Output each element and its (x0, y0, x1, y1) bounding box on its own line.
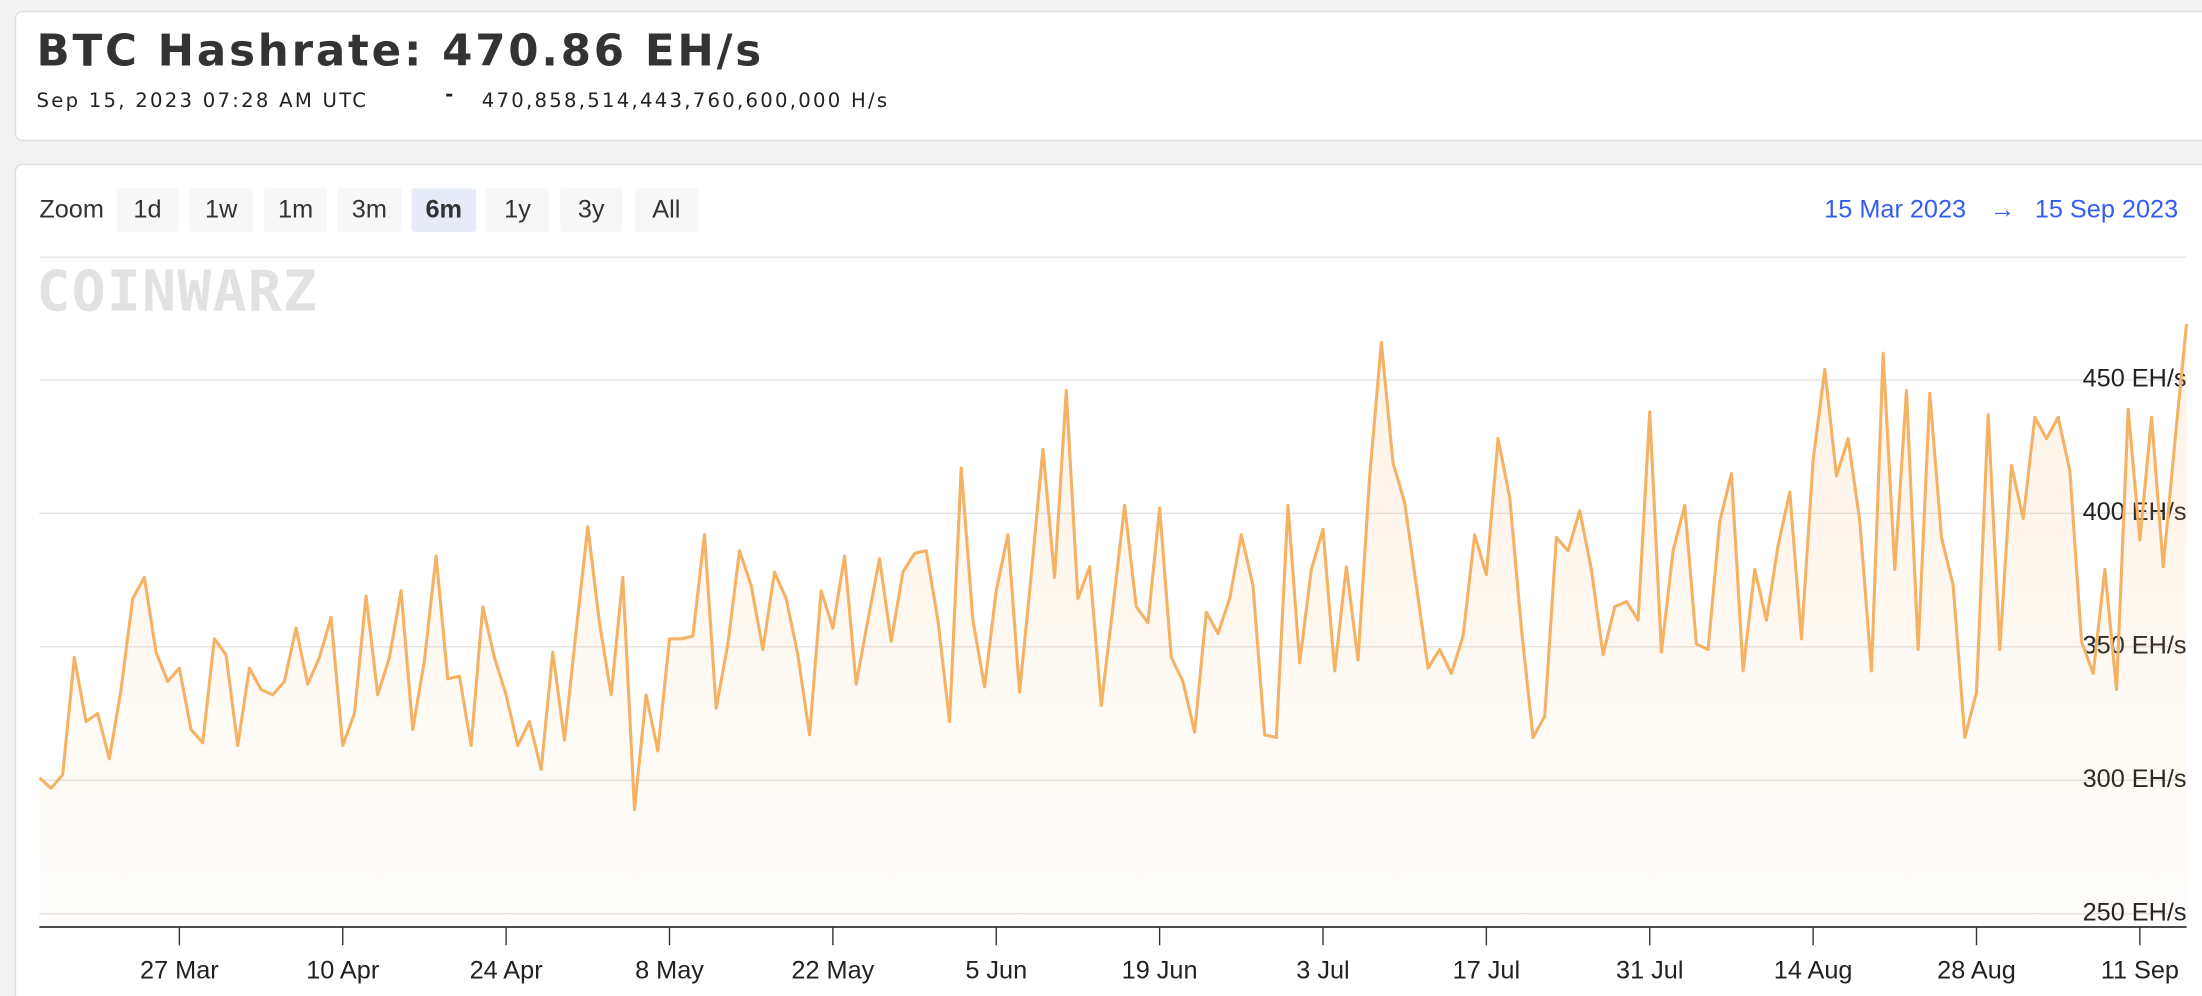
zoom-button[interactable] (411, 188, 477, 232)
x-tick-label: 19 Jun (1122, 957, 1198, 985)
plot: 250 EH/s300 EH/s350 EH/s400 EH/s450 EH/s… (39, 323, 2188, 985)
range-to[interactable]: 15 Sep 2023 (2035, 195, 2178, 223)
zoom-button-label[interactable]: 1d (133, 195, 161, 223)
zoom-button-label[interactable]: All (652, 195, 680, 223)
zoom-button[interactable] (560, 188, 623, 232)
x-tick-label: 22 May (791, 957, 874, 985)
x-tick-label: 31 Jul (1616, 957, 1683, 985)
range-from[interactable]: 15 Mar 2023 (1824, 195, 1966, 223)
zoom-button[interactable] (634, 188, 698, 232)
header-title: BTC Hashrate: 470.86 EH/s (37, 27, 765, 77)
zoom-button[interactable] (116, 188, 179, 232)
range-arrow: → (1990, 195, 2015, 223)
x-tick-label: 14 Aug (1774, 957, 1853, 985)
zoom-button-label[interactable]: 3y (578, 195, 605, 223)
zoom-button-label[interactable]: 1y (504, 195, 531, 223)
header-card (14, 10, 2202, 142)
x-tick-label: 24 Apr (470, 957, 543, 985)
zoom-button[interactable] (337, 188, 402, 232)
zoom-buttons: 1d 1w 1m 3m 6m 1y 3y All (116, 188, 698, 232)
x-tick-label: 5 Jun (965, 957, 1027, 985)
zoom-button-label[interactable]: 6m (426, 195, 463, 223)
watermark: COINWARZ (37, 260, 319, 325)
zoom-button-label[interactable]: 1m (278, 195, 313, 223)
zoom-label: Zoom (39, 195, 104, 223)
x-tick-label: 10 Apr (306, 957, 379, 985)
x-tick-label: 3 Jul (1296, 957, 1349, 985)
x-tick-label: 17 Jul (1453, 957, 1520, 985)
x-tick-label: 8 May (635, 957, 704, 985)
zoom-button[interactable] (485, 188, 550, 232)
x-tick-label: 27 Mar (140, 957, 219, 985)
zoom-button-label[interactable]: 3m (352, 195, 387, 223)
series-line (39, 323, 2188, 812)
raw-hashrate: 470,858,514,443,760,600,000 H/s (482, 89, 890, 112)
separator: - (445, 83, 455, 106)
y-tick-label: 450 EH/s (2083, 365, 2187, 393)
zoom-button-label[interactable]: 1w (205, 195, 238, 223)
timestamp: Sep 15, 2023 07:28 AM UTC (37, 89, 369, 112)
x-tick-label: 28 Aug (1937, 957, 2016, 985)
zoom-button[interactable] (264, 188, 328, 232)
zoom-button[interactable] (189, 188, 253, 232)
area-fill (39, 323, 2187, 928)
x-tick-label: 11 Sep (2101, 957, 2179, 985)
